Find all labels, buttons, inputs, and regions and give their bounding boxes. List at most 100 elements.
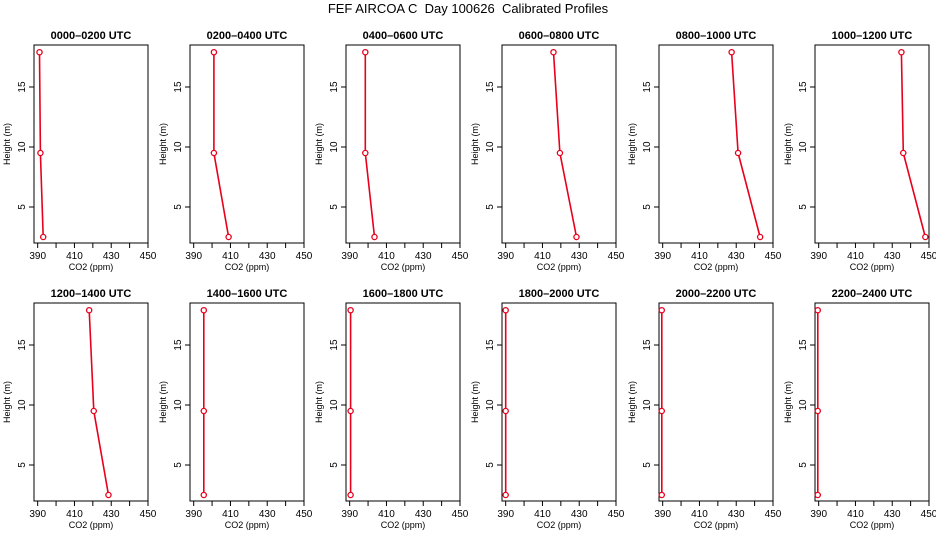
data-point bbox=[658, 306, 666, 314]
y-tick-label: 10 bbox=[798, 141, 809, 153]
panel-4: 0600–0800 UTC 390 410 430 450 5 10 15 CO2 (ppm) H… bbox=[470, 30, 625, 272]
y-tick-label: 15 bbox=[798, 339, 809, 351]
plot-frame bbox=[814, 44, 930, 244]
data-point bbox=[550, 48, 557, 56]
data-point bbox=[200, 407, 208, 415]
x-tick-label: 430 bbox=[728, 251, 745, 262]
panel-10: 1800–2000 UTC 390 410 430 450 5 10 15 CO2 (ppm) H… bbox=[470, 288, 625, 530]
y-axis-label: Height (m) bbox=[783, 123, 793, 165]
x-tick-label: 450 bbox=[140, 509, 157, 520]
data-point bbox=[658, 491, 666, 499]
y-tick-label: 10 bbox=[17, 141, 28, 153]
panel-title: 0200–0400 UTC bbox=[207, 30, 288, 42]
y-tick-label: 10 bbox=[642, 399, 653, 411]
data-point bbox=[658, 407, 666, 415]
panel-7: 1200–1400 UTC 390 410 430 450 5 10 15 CO2 (ppm) H… bbox=[2, 288, 157, 530]
x-tick-label: 410 bbox=[66, 509, 83, 520]
y-tick-label: 15 bbox=[485, 339, 496, 351]
x-tick-label: 410 bbox=[222, 251, 239, 262]
data-point bbox=[922, 233, 929, 241]
plot-frame bbox=[501, 302, 617, 502]
panel-title: 2000–2200 UTC bbox=[676, 288, 757, 300]
data-point bbox=[200, 491, 208, 499]
profile-line bbox=[88, 310, 110, 496]
y-tick-label: 15 bbox=[17, 81, 28, 93]
data-point bbox=[347, 407, 354, 415]
panel-5: 0800–1000 UTC 390 410 430 450 5 10 15 CO2 (ppm) H… bbox=[627, 30, 782, 272]
x-tick-label: 450 bbox=[296, 509, 313, 520]
data-point bbox=[225, 233, 232, 241]
x-tick-label: 450 bbox=[608, 251, 625, 262]
y-tick-label: 5 bbox=[642, 462, 653, 468]
panel-title: 0400–0600 UTC bbox=[363, 30, 444, 42]
x-axis-label: CO2 (ppm) bbox=[225, 520, 270, 530]
y-tick-label: 5 bbox=[173, 462, 184, 468]
panel-8: 1400–1600 UTC 390 410 430 450 5 10 15 CO2 (ppm) H… bbox=[158, 288, 313, 530]
x-axis-label: CO2 (ppm) bbox=[537, 520, 582, 530]
data-point bbox=[502, 491, 509, 499]
panel-title: 0000–0200 UTC bbox=[51, 30, 132, 42]
panel-12: 2200–2400 UTC 390 410 430 450 5 10 15 CO2 (ppm) H… bbox=[783, 288, 936, 530]
x-axis-label: CO2 (ppm) bbox=[381, 520, 426, 530]
x-axis-label: CO2 (ppm) bbox=[537, 262, 582, 272]
data-point bbox=[85, 306, 93, 314]
y-tick-label: 5 bbox=[798, 204, 809, 210]
x-tick-label: 450 bbox=[921, 509, 936, 520]
profile-line bbox=[38, 52, 44, 238]
plot-frame bbox=[189, 44, 305, 244]
x-tick-label: 390 bbox=[654, 251, 671, 262]
x-tick-label: 430 bbox=[415, 509, 432, 520]
data-point bbox=[556, 149, 564, 157]
data-point bbox=[347, 306, 354, 314]
x-axis-label: CO2 (ppm) bbox=[69, 262, 114, 272]
profile-line bbox=[900, 52, 927, 238]
panel-2: 0200–0400 UTC 390 410 430 450 5 10 15 CO2 (ppm) H… bbox=[158, 30, 313, 272]
panel-1: 0000–0200 UTC 390 410 430 450 5 10 15 CO2 (ppm) H… bbox=[2, 30, 157, 272]
plot-frame bbox=[814, 302, 930, 502]
x-tick-label: 390 bbox=[810, 251, 827, 262]
panel-title: 0600–0800 UTC bbox=[519, 30, 600, 42]
x-tick-label: 430 bbox=[571, 509, 588, 520]
y-tick-label: 10 bbox=[17, 399, 28, 411]
y-tick-label: 10 bbox=[798, 399, 809, 411]
x-tick-label: 410 bbox=[378, 251, 395, 262]
y-axis-label: Height (m) bbox=[158, 123, 168, 165]
plot-frame bbox=[189, 302, 305, 502]
y-tick-label: 5 bbox=[17, 462, 28, 468]
data-point bbox=[347, 491, 354, 499]
y-tick-label: 5 bbox=[642, 204, 653, 210]
data-point bbox=[814, 306, 822, 314]
panel-title: 1600–1800 UTC bbox=[363, 288, 444, 300]
y-axis-label: Height (m) bbox=[470, 381, 480, 423]
x-tick-label: 390 bbox=[185, 509, 202, 520]
y-tick-label: 5 bbox=[329, 462, 340, 468]
data-point bbox=[37, 149, 44, 157]
y-tick-label: 5 bbox=[17, 204, 28, 210]
x-tick-label: 390 bbox=[29, 251, 46, 262]
y-tick-label: 15 bbox=[329, 339, 340, 351]
data-point bbox=[362, 149, 369, 157]
data-point bbox=[502, 306, 509, 314]
data-point bbox=[814, 407, 822, 415]
y-axis-label: Height (m) bbox=[314, 123, 324, 165]
data-point bbox=[200, 306, 208, 314]
y-tick-label: 15 bbox=[642, 339, 653, 351]
y-tick-label: 15 bbox=[17, 339, 28, 351]
profile-line bbox=[552, 52, 578, 238]
figure-title: FEF AIRCOA C Day 100626 Calibrated Profi… bbox=[327, 1, 609, 16]
x-axis-label: CO2 (ppm) bbox=[694, 520, 739, 530]
data-point bbox=[502, 407, 509, 415]
data-point bbox=[36, 48, 43, 56]
x-tick-label: 430 bbox=[884, 509, 901, 520]
y-tick-label: 5 bbox=[173, 204, 184, 210]
plot-frame bbox=[33, 302, 149, 502]
data-point bbox=[210, 149, 218, 157]
data-point bbox=[105, 491, 112, 499]
plot-frame bbox=[658, 302, 774, 502]
y-tick-label: 5 bbox=[485, 204, 496, 210]
y-tick-label: 10 bbox=[173, 141, 184, 153]
x-axis-label: CO2 (ppm) bbox=[694, 262, 739, 272]
x-tick-label: 430 bbox=[571, 251, 588, 262]
y-tick-label: 10 bbox=[329, 141, 340, 153]
data-point bbox=[814, 491, 822, 499]
